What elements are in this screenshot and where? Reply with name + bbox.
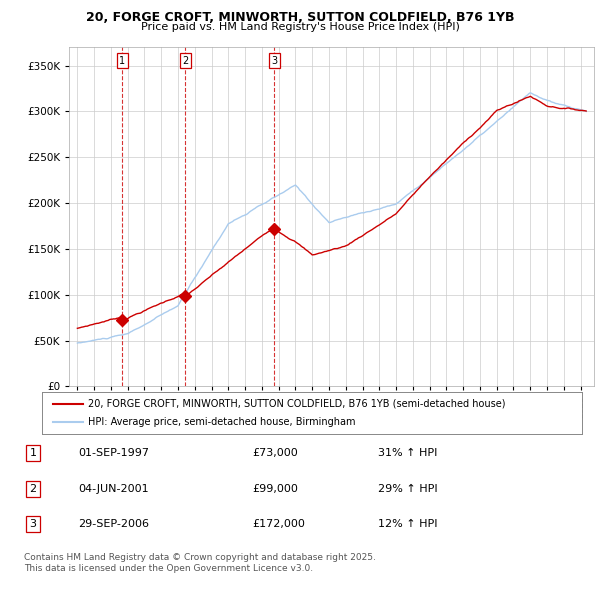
Text: 20, FORGE CROFT, MINWORTH, SUTTON COLDFIELD, B76 1YB (semi-detached house): 20, FORGE CROFT, MINWORTH, SUTTON COLDFI… xyxy=(88,399,505,409)
Text: Price paid vs. HM Land Registry's House Price Index (HPI): Price paid vs. HM Land Registry's House … xyxy=(140,22,460,32)
Text: £172,000: £172,000 xyxy=(252,519,305,529)
Text: HPI: Average price, semi-detached house, Birmingham: HPI: Average price, semi-detached house,… xyxy=(88,417,355,427)
Text: 2: 2 xyxy=(182,55,188,65)
Text: 01-SEP-1997: 01-SEP-1997 xyxy=(78,448,149,458)
Text: £73,000: £73,000 xyxy=(252,448,298,458)
Text: 1: 1 xyxy=(29,448,37,458)
Text: £99,000: £99,000 xyxy=(252,484,298,494)
Text: 2: 2 xyxy=(29,484,37,494)
Text: 29-SEP-2006: 29-SEP-2006 xyxy=(78,519,149,529)
Text: 31% ↑ HPI: 31% ↑ HPI xyxy=(378,448,437,458)
Text: 3: 3 xyxy=(271,55,278,65)
Text: 20, FORGE CROFT, MINWORTH, SUTTON COLDFIELD, B76 1YB: 20, FORGE CROFT, MINWORTH, SUTTON COLDFI… xyxy=(86,11,514,24)
Text: 12% ↑ HPI: 12% ↑ HPI xyxy=(378,519,437,529)
Text: 1: 1 xyxy=(119,55,125,65)
Text: 04-JUN-2001: 04-JUN-2001 xyxy=(78,484,149,494)
Text: 3: 3 xyxy=(29,519,37,529)
Text: 29% ↑ HPI: 29% ↑ HPI xyxy=(378,484,437,494)
Text: Contains HM Land Registry data © Crown copyright and database right 2025.
This d: Contains HM Land Registry data © Crown c… xyxy=(24,553,376,573)
